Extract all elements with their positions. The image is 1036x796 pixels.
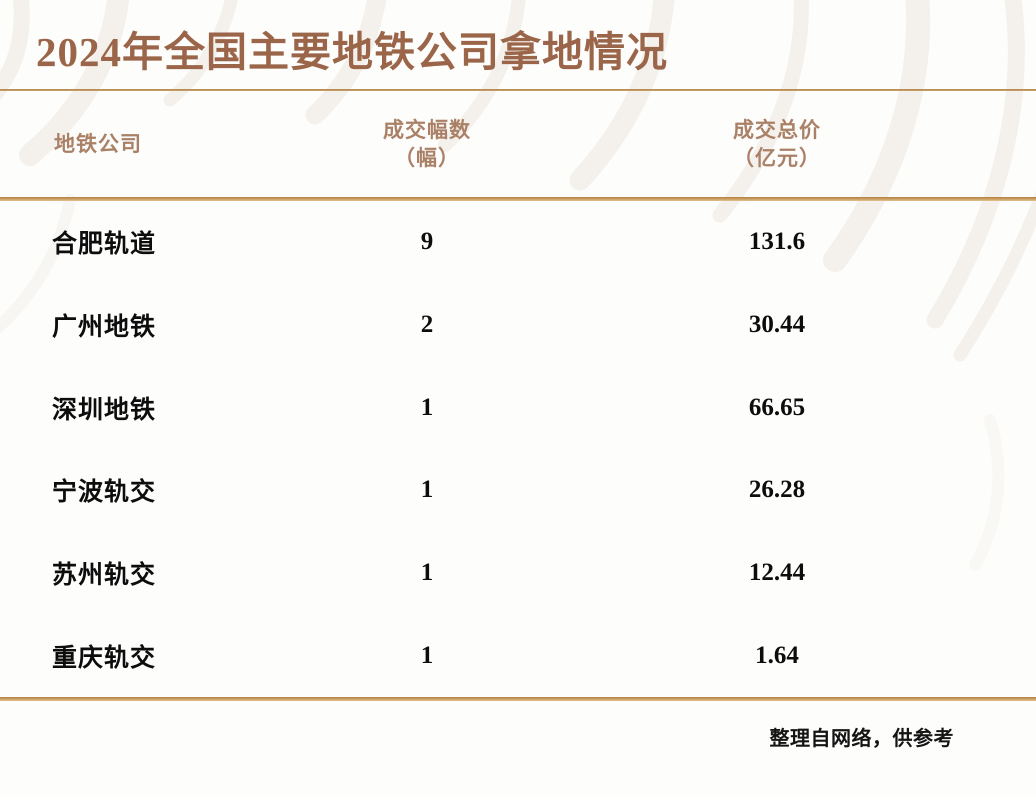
plots-value: 1 xyxy=(420,559,434,587)
table-header-row: 地铁公司 成交幅数 （幅） 成交总价 （亿元） xyxy=(0,91,1036,197)
total-price-value: 66.65 xyxy=(748,393,806,421)
total-price-value: 12.44 xyxy=(748,559,806,587)
plots-value: 1 xyxy=(420,476,434,504)
company-name: 重庆轨交 xyxy=(52,644,157,672)
column-header-company: 地铁公司 xyxy=(54,131,142,156)
company-name: 苏州轨交 xyxy=(52,562,157,590)
column-header-price-unit: （亿元） xyxy=(733,146,821,171)
company-name: 宁波轨交 xyxy=(52,479,157,507)
table-row: 苏州轨交 1 12.44 xyxy=(0,532,1036,615)
company-name: 合肥轨道 xyxy=(52,231,157,259)
table-row: 合肥轨道 9 131.6 xyxy=(0,201,1036,284)
table-row: 广州地铁 2 30.44 xyxy=(0,284,1036,367)
column-header-plots-unit: （幅） xyxy=(394,146,460,171)
column-header-plots-label: 成交幅数 xyxy=(383,117,471,142)
total-price-value: 131.6 xyxy=(748,228,806,256)
plots-value: 2 xyxy=(420,311,434,339)
table-body: 合肥轨道 9 131.6 广州地铁 2 30.44 深圳地铁 1 66.65 宁… xyxy=(0,201,1036,697)
total-price-value: 30.44 xyxy=(748,311,806,339)
plots-value: 1 xyxy=(420,393,434,421)
column-header-price-label: 成交总价 xyxy=(733,117,821,142)
plots-value: 1 xyxy=(420,641,434,669)
content: 2024年全国主要地铁公司拿地情况 地铁公司 成交幅数 （幅） 成交总价 （亿元… xyxy=(0,29,1036,751)
total-price-value: 26.28 xyxy=(748,476,806,504)
plots-value: 9 xyxy=(420,228,434,256)
table-row: 宁波轨交 1 26.28 xyxy=(0,449,1036,532)
page-title: 2024年全国主要地铁公司拿地情况 xyxy=(36,29,668,75)
column-header-price: 成交总价 （亿元） xyxy=(624,116,930,173)
footer-divider xyxy=(0,697,1036,702)
source-note: 整理自网络，供参考 xyxy=(769,728,954,751)
table-row: 重庆轨交 1 1.64 xyxy=(0,614,1036,697)
table-row: 深圳地铁 1 66.65 xyxy=(0,366,1036,449)
total-price-value: 1.64 xyxy=(755,641,799,669)
column-header-plots: 成交幅数 （幅） xyxy=(230,116,624,173)
header-divider xyxy=(0,197,1036,202)
company-name: 广州地铁 xyxy=(52,314,157,342)
company-name: 深圳地铁 xyxy=(52,396,157,424)
